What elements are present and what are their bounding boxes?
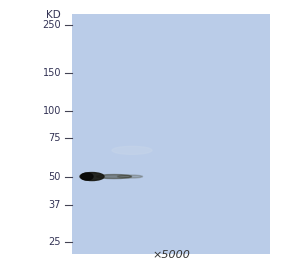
Ellipse shape [81, 173, 93, 180]
Text: 75: 75 [48, 133, 61, 143]
Ellipse shape [80, 173, 104, 181]
Text: 25: 25 [48, 237, 61, 247]
Text: 250: 250 [42, 20, 61, 30]
Bar [72, 14, 270, 254]
Text: 50: 50 [49, 172, 61, 182]
Ellipse shape [97, 175, 132, 178]
Ellipse shape [112, 146, 152, 154]
Text: KD: KD [46, 10, 61, 20]
Ellipse shape [117, 175, 143, 178]
Text: 100: 100 [43, 106, 61, 116]
Text: ×5000: ×5000 [152, 250, 190, 260]
Text: 150: 150 [42, 68, 61, 78]
Text: 37: 37 [49, 200, 61, 210]
